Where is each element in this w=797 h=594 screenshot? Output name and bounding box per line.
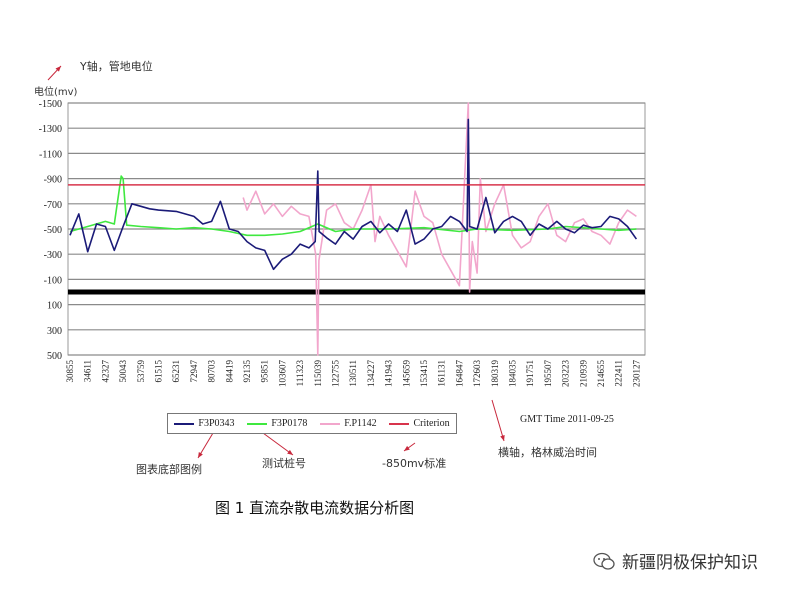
y-axis-annotation: Y轴，管地电位 — [80, 60, 153, 73]
legend-swatch — [389, 422, 410, 425]
y-tick-labels: -1500 -1300 -1100 -900 -700 -500 -300 -100 100 30… — [39, 99, 62, 362]
x-tick-label: 214655 — [596, 360, 606, 388]
x-tick-label: 111323 — [295, 360, 305, 387]
x-tick-label: 95851 — [260, 360, 270, 383]
x-tick-label: 92135 — [242, 360, 252, 383]
y-tick-label: -900 — [44, 175, 62, 186]
x-tick-label: 191751 — [525, 360, 535, 387]
legend-label: F3P0343 — [198, 418, 235, 429]
x-tick-label: 172603 — [472, 360, 482, 388]
x-tick-label: 203223 — [561, 360, 571, 388]
legend-label: F3P0178 — [271, 418, 308, 429]
x-tick-label: 61515 — [154, 360, 164, 383]
x-tick-label: 115039 — [313, 360, 323, 387]
series-annotation: 测试桩号 — [262, 457, 306, 470]
y-tick-label: 100 — [47, 301, 62, 312]
legend-item-criterion: Criterion — [389, 418, 450, 429]
legend-annotation: 图表底部图例 — [136, 463, 202, 476]
x-axis-label: GMT Time 2011-09-25 — [520, 414, 614, 425]
x-tick-label: 222411 — [614, 360, 624, 387]
x-tick-label: 72947 — [189, 360, 199, 383]
y-axis-label: 电位(mv) — [34, 87, 78, 98]
wechat-icon — [593, 552, 615, 570]
legend: F3P0343 F3P0178 F.P1142 Criterion — [167, 413, 457, 434]
x-tick-label: 164847 — [454, 360, 464, 388]
series-arrow — [262, 432, 294, 456]
criterion-annotation: -850mv标准 — [382, 457, 447, 470]
annotation-arrows — [47, 65, 505, 459]
x-tick-label: 230127 — [631, 360, 641, 388]
legend-label: F.P1142 — [344, 418, 377, 429]
x-tick-label: 153415 — [419, 360, 429, 388]
x-tick-label: 53759 — [136, 360, 146, 383]
y-tick-label: -1300 — [39, 124, 62, 135]
y-tick-label: 300 — [47, 326, 62, 337]
y-axis-arrow-head — [55, 66, 61, 72]
x-tick-label: 80703 — [207, 360, 217, 383]
x-tick-labels: 30855 34611 42327 50043 53759 61515 65231 72947… — [65, 360, 641, 388]
y-tick-label: -100 — [44, 275, 62, 286]
y-tick-label: 500 — [47, 351, 62, 362]
x-tick-label: 141943 — [384, 360, 394, 388]
series-line-f3p0343 — [69, 118, 638, 271]
series-arrow-head — [287, 449, 293, 455]
x-tick-label: 122755 — [331, 360, 341, 388]
figure-caption: 图 1 直流杂散电流数据分析图 — [215, 499, 415, 517]
series-line-f3p0178 — [69, 175, 637, 237]
y-tick-label: -300 — [44, 250, 62, 261]
x-tick-label: 84419 — [224, 360, 234, 383]
legend-arrow-head — [198, 452, 203, 458]
legend-swatch — [247, 422, 268, 425]
x-tick-label: 30855 — [65, 360, 75, 383]
x-axis-arrow-head — [500, 435, 505, 441]
x-tick-label: 184035 — [508, 360, 518, 388]
x-axis-arrow — [491, 399, 505, 442]
criterion-arrow-head — [404, 445, 410, 451]
legend-item-f3p0178: F3P0178 — [247, 418, 307, 429]
legend-swatch — [320, 422, 341, 425]
x-tick-label: 134227 — [366, 360, 376, 388]
legend-item-fp1142: F.P1142 — [320, 418, 377, 429]
x-tick-label: 161131 — [437, 360, 447, 387]
y-tick-label: -1100 — [39, 149, 62, 160]
x-tick-label: 65231 — [171, 360, 181, 383]
y-tick-label: -500 — [44, 225, 62, 236]
y-tick-label: -700 — [44, 200, 62, 211]
watermark: 新疆阴极保护知识 — [592, 548, 758, 573]
series-line-fp1142 — [242, 102, 637, 356]
series-lines — [68, 102, 645, 356]
x-tick-label: 42327 — [100, 360, 110, 383]
x-tick-label: 50043 — [118, 360, 128, 383]
x-tick-label: 130511 — [348, 360, 358, 387]
x-axis-annotation: 横轴，格林威治时间 — [498, 446, 597, 459]
x-tick-label: 103607 — [277, 360, 287, 388]
x-tick-label: 210939 — [578, 360, 588, 388]
x-tick-label: 145659 — [401, 360, 411, 388]
watermark-text: 新疆阴极保护知识 — [622, 553, 758, 573]
legend-label: Criterion — [413, 418, 450, 429]
legend-item-f3p0343: F3P0343 — [174, 418, 235, 429]
y-tick-label: -1500 — [39, 99, 62, 110]
x-tick-label: 180319 — [490, 360, 500, 388]
x-tick-label: 34611 — [83, 360, 93, 382]
x-tick-label: 195507 — [543, 360, 553, 388]
legend-swatch — [174, 422, 195, 425]
